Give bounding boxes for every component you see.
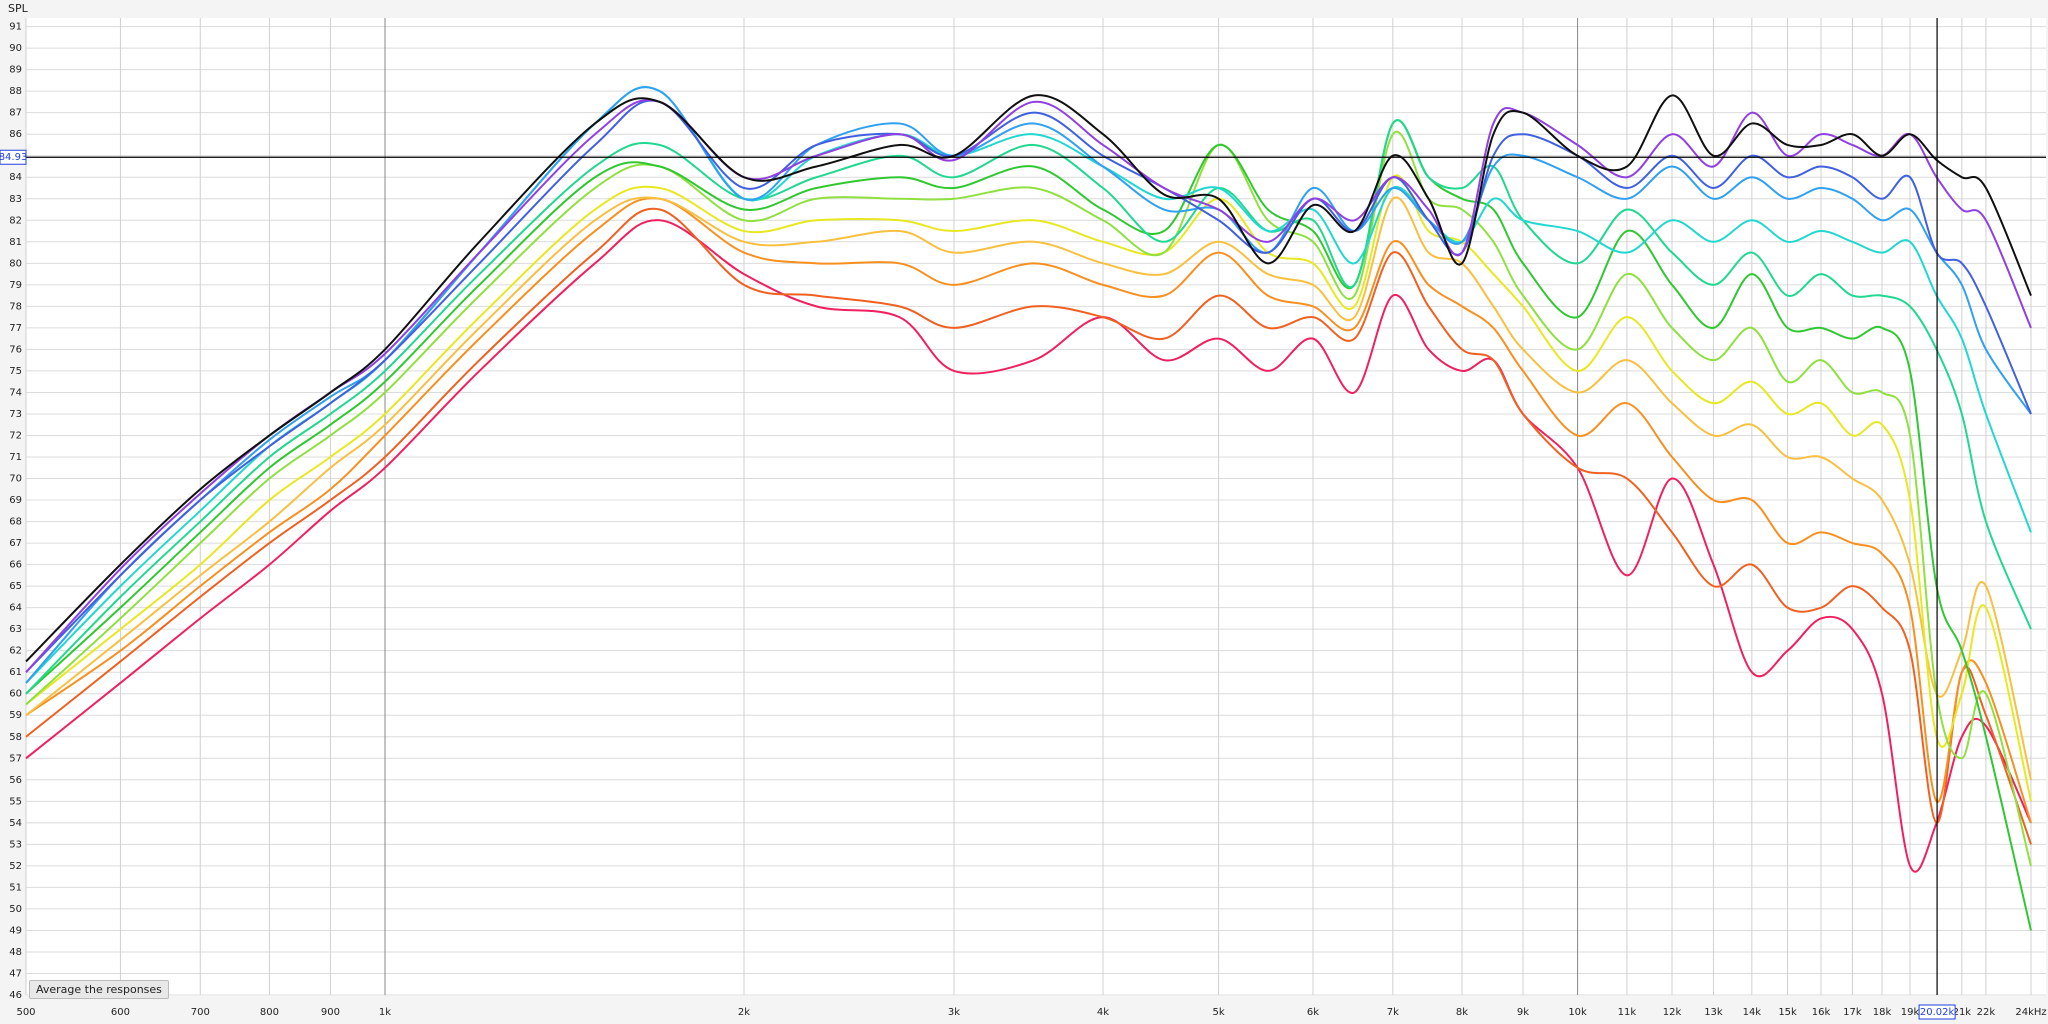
- y-tick-label: 72: [9, 430, 22, 441]
- x-tick-label: 8k: [1456, 1007, 1468, 1018]
- y-tick-label: 80: [9, 258, 22, 269]
- x-tick-label: 13k: [1704, 1007, 1723, 1018]
- y-tick-label: 86: [9, 129, 22, 140]
- y-tick-label: 83: [9, 194, 22, 205]
- y-tick-label: 89: [9, 65, 22, 76]
- y-tick-label: 56: [9, 775, 22, 786]
- y-tick-label: 62: [9, 646, 22, 657]
- y-tick-label: 65: [9, 581, 22, 592]
- y-tick-label: 77: [9, 323, 22, 334]
- y-tick-label: 67: [9, 538, 22, 549]
- y-tick-label: 59: [9, 710, 22, 721]
- average-button[interactable]: Average the responses: [29, 980, 169, 999]
- x-tick-label: 22k: [1977, 1007, 1996, 1018]
- x-tick-label: 10k: [1568, 1007, 1587, 1018]
- y-tick-label: 47: [9, 968, 22, 979]
- y-tick-label: 64: [9, 603, 22, 614]
- y-tick-label: 63: [9, 624, 22, 635]
- y-axis-label: SPL: [8, 2, 29, 15]
- response-curve: [25, 207, 2032, 845]
- y-tick-label: 70: [9, 474, 22, 485]
- plot-area: [26, 18, 2046, 996]
- response-curve: [25, 94, 2032, 663]
- response-curve: [25, 174, 2032, 802]
- x-tick-label: 16k: [1812, 1007, 1831, 1018]
- x-tick-label: 3k: [948, 1007, 960, 1018]
- response-curve: [25, 196, 2032, 781]
- y-tick-label: 84: [9, 172, 22, 183]
- y-tick-label: 58: [9, 732, 22, 743]
- x-tick-label: 700: [191, 1007, 210, 1018]
- y-tick-label: 68: [9, 517, 22, 528]
- x-tick-label: 11k: [1618, 1007, 1637, 1018]
- y-tick-label: 51: [9, 882, 22, 893]
- y-tick-label: 60: [9, 689, 22, 700]
- x-tick-label: 600: [111, 1007, 130, 1018]
- y-tick-label: 53: [9, 839, 22, 850]
- y-tick-label: 46: [9, 990, 22, 1001]
- response-curve: [25, 86, 2032, 684]
- x-tick-label: 12k: [1663, 1007, 1682, 1018]
- x-tick-label: 7k: [1387, 1007, 1399, 1018]
- y-tick-label: 55: [9, 796, 22, 807]
- cursor-box: [1918, 1004, 1956, 1020]
- y-tick-label: 57: [9, 753, 22, 764]
- response-curve: [25, 119, 2032, 695]
- x-tick-label: 14k: [1743, 1007, 1762, 1018]
- x-tick-label: 500: [16, 1007, 35, 1018]
- y-tick-label: 74: [9, 387, 22, 398]
- response-curve: [25, 130, 2032, 867]
- y-tick-label: 50: [9, 904, 22, 915]
- x-tick-label: 15k: [1778, 1007, 1797, 1018]
- y-tick-label: 52: [9, 861, 22, 872]
- y-tick-label: 79: [9, 280, 22, 291]
- x-tick-label: 19k: [1901, 1007, 1920, 1018]
- y-tick-label: 90: [9, 43, 22, 54]
- y-tick-label: 88: [9, 86, 22, 97]
- cursor-x-label: 20.02k: [1920, 1007, 1955, 1018]
- y-tick-label: 73: [9, 409, 22, 420]
- y-tick-label: 78: [9, 301, 22, 312]
- x-tick-label: 1k: [379, 1007, 391, 1018]
- y-tick-label: 76: [9, 344, 22, 355]
- y-tick-label: 87: [9, 108, 22, 119]
- response-curve: [25, 219, 2032, 873]
- x-tick-label: 9k: [1517, 1007, 1529, 1018]
- y-tick-label: 69: [9, 495, 22, 506]
- response-curve: [25, 99, 2032, 673]
- cursor-box: [0, 149, 27, 165]
- x-tick-label: 2k: [738, 1007, 750, 1018]
- response-curve: [25, 99, 2032, 673]
- x-tick-label: 18k: [1873, 1007, 1892, 1018]
- x-tick-label: 17k: [1843, 1007, 1862, 1018]
- y-tick-label: 75: [9, 366, 22, 377]
- y-tick-label: 81: [9, 237, 22, 248]
- x-tick-label: 6k: [1307, 1007, 1319, 1018]
- y-tick-label: 71: [9, 452, 22, 463]
- y-tick-label: 48: [9, 947, 22, 958]
- y-tick-label: 54: [9, 818, 22, 829]
- x-tick-label: 5k: [1212, 1007, 1224, 1018]
- y-tick-label: 91: [9, 22, 22, 33]
- x-tick-label: 4k: [1097, 1007, 1109, 1018]
- y-tick-label: 66: [9, 560, 22, 571]
- y-tick-label: 82: [9, 215, 22, 226]
- x-tick-label: 21k: [1953, 1007, 1972, 1018]
- response-curve: [25, 197, 2032, 824]
- y-tick-label: 49: [9, 925, 22, 936]
- y-tick-label: 61: [9, 667, 22, 678]
- x-tick-label: 24kHz: [2015, 1007, 2046, 1018]
- x-tick-label: 900: [321, 1007, 340, 1018]
- x-tick-label: 800: [260, 1007, 279, 1018]
- cursor-y-label: 84.93: [0, 152, 27, 163]
